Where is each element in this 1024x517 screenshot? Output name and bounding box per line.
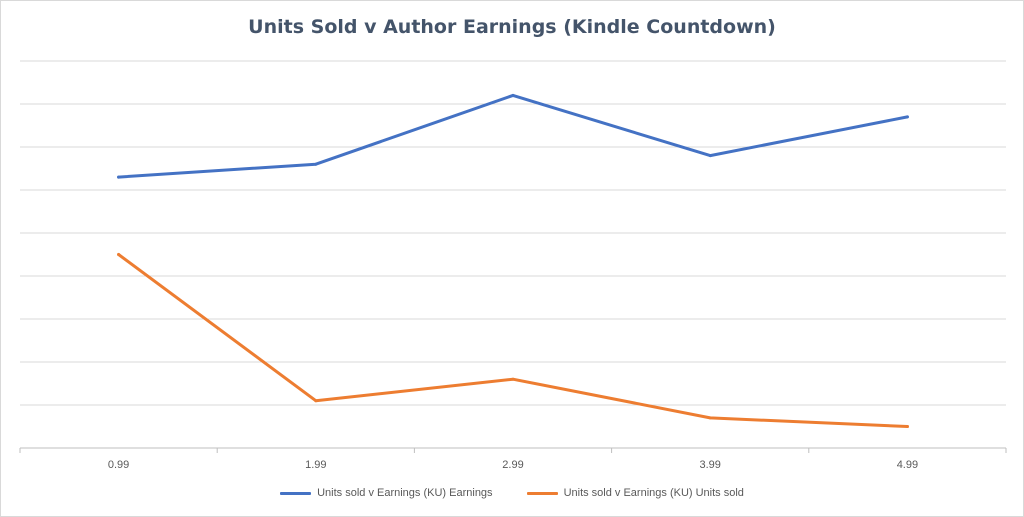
units-sold-point: [905, 425, 909, 428]
x-tick-label: 1.99: [305, 459, 326, 471]
series-line-units-sold: [117, 253, 909, 428]
gridlines: [20, 60, 1006, 406]
chart-title: Units Sold v Author Earnings (Kindle Cou…: [248, 16, 776, 38]
series-lines: [117, 93, 909, 428]
legend-label-units-sold: Units sold v Earnings (KU) Units sold: [563, 487, 744, 499]
units-sold-point: [708, 416, 712, 420]
legend-swatch-earnings: [280, 491, 312, 495]
x-tick-label: 2.99: [502, 459, 523, 471]
x-tick-label: 3.99: [699, 459, 720, 471]
legend-swatch-units-sold: [526, 491, 558, 495]
x-tick-label: 4.99: [897, 459, 918, 471]
units-sold-point: [117, 253, 121, 256]
units-sold-point: [314, 399, 318, 403]
series-line-earnings: [117, 93, 909, 179]
legend-item-units-sold: Units sold v Earnings (KU) Units sold: [526, 487, 744, 499]
x-tick-label: 0.99: [108, 459, 129, 471]
earnings-point: [708, 154, 712, 158]
legend-label-earnings: Units sold v Earnings (KU) Earnings: [317, 487, 493, 499]
earnings-point: [511, 93, 515, 97]
x-tick-labels: 0.99 1.99 2.99 3.99 4.99: [108, 459, 918, 471]
earnings-point: [117, 175, 121, 179]
earnings-point: [314, 162, 318, 166]
units-sold-point: [511, 377, 515, 381]
legend-item-earnings: Units sold v Earnings (KU) Earnings: [280, 487, 493, 499]
earnings-point: [905, 115, 909, 119]
x-axis: [19, 447, 1007, 453]
legend: Units sold v Earnings (KU) Earnings Unit…: [0, 487, 1024, 499]
